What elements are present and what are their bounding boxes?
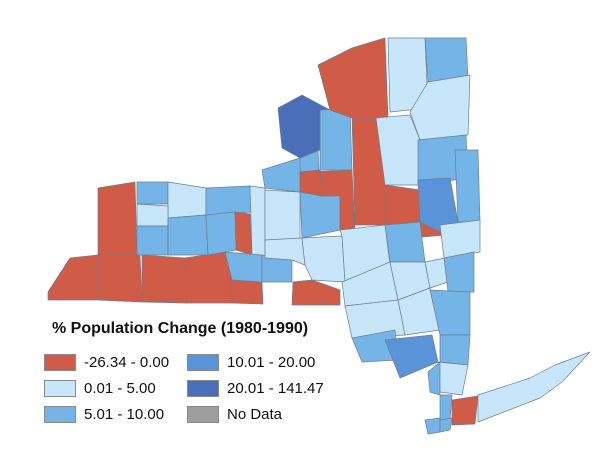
county-region [167,181,207,219]
county-region [439,394,453,421]
legend-swatch [44,380,76,397]
county-region [205,185,253,216]
county-region [291,279,341,306]
county-region [234,211,253,256]
legend-item: 20.01 - 141.47 [187,380,324,397]
county-region [136,181,169,205]
county-region [249,185,266,259]
county-region [443,251,475,293]
county-region [136,225,169,256]
legend-item: -26.34 - 0.00 [44,354,169,371]
legend-swatch [44,406,76,423]
county-region [454,149,481,223]
legend-swatch [187,380,219,397]
legend-label: 20.01 - 141.47 [227,380,324,397]
legend-item: 0.01 - 5.00 [44,380,156,397]
county-region [97,181,138,256]
county-region [264,189,301,241]
county-region [299,191,341,239]
legend-item: 10.01 - 20.00 [187,354,315,371]
county-region [451,395,479,426]
county-region [427,361,441,396]
county-region [264,237,306,266]
county-region [205,211,237,256]
legend: % Population Change (1980-1990) -26.34 -… [42,318,342,428]
county-region [231,279,264,305]
county-region [344,299,406,339]
county-region [439,219,481,259]
legend-label: -26.34 - 0.00 [84,354,170,371]
county-region [439,417,453,433]
county-region [136,203,169,227]
county-region [299,169,323,197]
county-region [384,221,426,263]
legend-label: 5.01 - 10.00 [84,406,165,423]
county-region [141,254,187,304]
county-region [301,235,346,283]
legend-swatch [187,406,219,423]
legend-label: No Data [227,406,283,423]
county-region [319,107,353,171]
legend-title: % Population Change (1980-1990) [52,320,309,337]
county-region [317,37,389,119]
county-region [424,417,441,435]
county-region [424,37,469,83]
county-region [47,254,99,301]
county-region [184,251,233,304]
county-region [167,214,209,256]
county-region [477,351,591,423]
legend-label: 10.01 - 20.00 [227,354,316,371]
legend-swatch [187,354,219,371]
county-region [384,184,421,226]
county-region [97,254,143,303]
legend-swatch [44,354,76,371]
legend-label: 0.01 - 5.00 [84,380,156,397]
legend-item: 5.01 - 10.00 [44,406,164,423]
legend-item: No Data [187,406,282,423]
county-region [437,361,469,396]
county-region [439,334,471,366]
